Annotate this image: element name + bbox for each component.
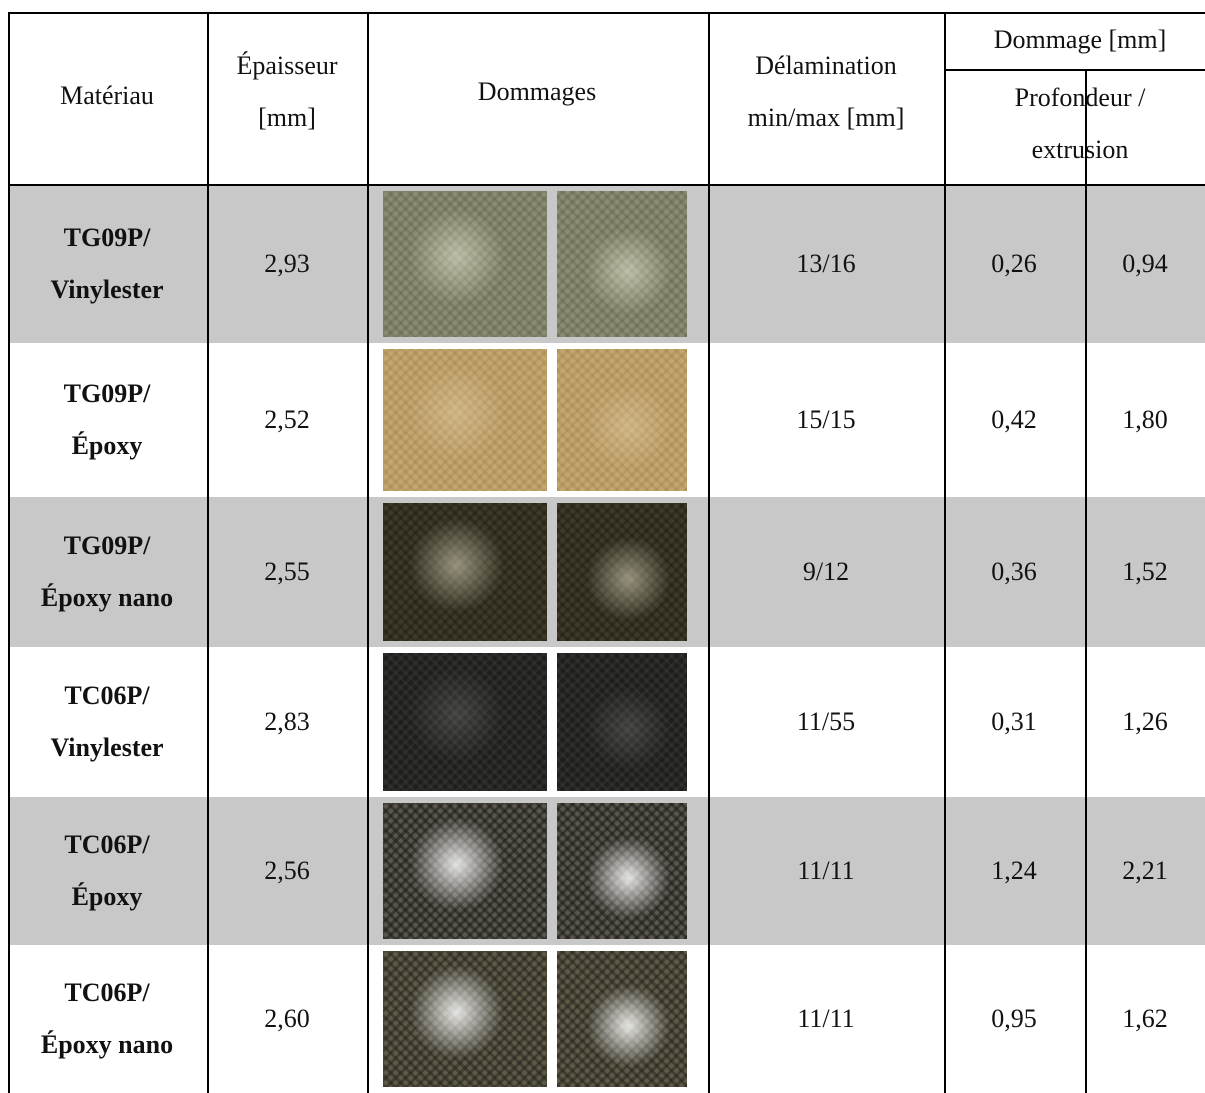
cell-text: 1,62 [1122,1004,1168,1033]
table-border [1085,185,1087,1093]
table-border [944,12,946,1093]
cell-text: [mm] [258,103,316,132]
damage-photo [557,503,687,641]
cell-text: 11/11 [797,1004,855,1033]
cell-text: 0,94 [1122,249,1168,278]
cell-text: 0,26 [991,249,1037,278]
cell-text: 2,56 [264,856,310,885]
cell-text: min/max [mm] [747,103,905,132]
cell-text: 2,83 [264,707,310,736]
cell-text: TG09P/ [63,379,151,408]
damage-photo [383,503,547,641]
damage-photo [557,191,687,337]
damage-photo [383,653,547,791]
cell-text: 13/16 [796,249,856,278]
cell-text: 11/11 [797,856,855,885]
table-border [8,12,10,1093]
damage-photo [383,803,547,939]
cell-text: Dommage [mm] [993,25,1167,54]
cell-text: Dommages [477,77,597,106]
table-border [207,12,209,1093]
cell-text: 0,36 [991,557,1037,586]
table-border [367,12,369,1093]
cell-text: 15/15 [796,405,856,434]
cell-text: 2,55 [264,557,310,586]
cell-text: Délamination [755,51,897,80]
cell-text: 1,52 [1122,557,1168,586]
cell-text: 9/12 [802,557,850,586]
cell-text: TG09P/ [63,223,151,252]
cell-text: Vinylester [50,275,164,304]
damage-photo [557,653,687,791]
cell-text: Épaisseur [236,51,338,80]
cell-text: 0,31 [991,707,1037,736]
cell-text: TC06P/ [64,978,150,1007]
cell-text: 1,80 [1122,405,1168,434]
cell-text: Époxy nano [40,583,174,612]
cell-text: 0,95 [991,1004,1037,1033]
cell-text: 1,26 [1122,707,1168,736]
cell-text: extrusion [1031,135,1129,164]
cell-text: Époxy [71,431,143,460]
cell-text: TC06P/ [64,681,150,710]
table-border [944,69,1205,71]
cell-text: TG09P/ [63,531,151,560]
cell-text: TC06P/ [64,830,150,859]
cell-text: Vinylester [50,733,164,762]
damage-photo [557,951,687,1087]
cell-text: Époxy [71,882,143,911]
table-border [1085,69,1087,185]
cell-text: 1,24 [991,856,1037,885]
cell-text: Matériau [60,81,154,110]
cell-text: 0,42 [991,405,1037,434]
damage-photo [557,803,687,939]
cell-text: Époxy nano [40,1030,174,1059]
damage-photo [557,349,687,491]
cell-text: 2,52 [264,405,310,434]
cell-text: Profondeur / [1014,83,1146,112]
damage-photo [383,349,547,491]
cell-text: 11/55 [796,707,856,736]
table-border [8,184,1205,186]
table-border [708,12,710,1093]
cell-text: 2,21 [1122,856,1168,885]
cell-text: 2,93 [264,249,310,278]
table-border [8,12,1205,14]
cell-text: 2,60 [264,1004,310,1033]
damage-photo [383,191,547,337]
damage-photo [383,951,547,1087]
